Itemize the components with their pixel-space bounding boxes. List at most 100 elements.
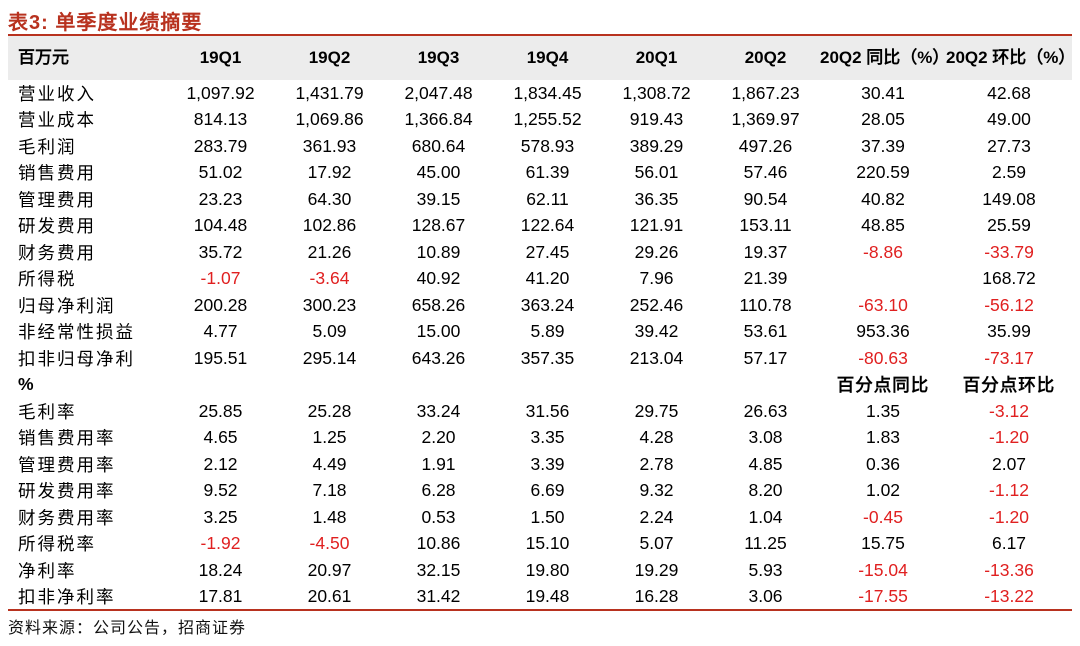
table-cell: 4.65 bbox=[203, 427, 238, 448]
table-cell: 1.04 bbox=[748, 506, 783, 527]
table-row: 扣非净利率 17.81 20.61 31.42 19.48 16.28 3.06 -17.55… bbox=[8, 583, 1072, 611]
table-cell: 1.83 bbox=[865, 427, 901, 448]
table-cell: 497.26 bbox=[738, 135, 793, 156]
table-cell: 300.23 bbox=[302, 294, 357, 315]
table-cell: 16.28 bbox=[602, 583, 711, 611]
table-cell: 29.26 bbox=[634, 241, 679, 262]
table-cell: 10.89 bbox=[416, 241, 461, 262]
table-cell: 4.77 bbox=[203, 321, 238, 342]
table-cell: 102.86 bbox=[302, 215, 357, 236]
table-row: 研发费用 104.48 102.86 128.67 122.64 121.91 153.11… bbox=[8, 213, 1072, 240]
table-cell: 19.80 bbox=[525, 559, 570, 580]
row-label: 毛利率 bbox=[18, 401, 77, 422]
table-cell: 1,867.23 bbox=[731, 82, 800, 103]
table-cell: 19.48 bbox=[493, 583, 602, 611]
header-cell-19q2: 19Q2 bbox=[275, 36, 384, 80]
table-cell: 21.26 bbox=[307, 241, 352, 262]
title-rule bbox=[8, 34, 1072, 36]
table-cell: 1,366.84 bbox=[404, 109, 473, 130]
row-label: 净利率 bbox=[18, 560, 77, 581]
row-label: 管理费用率 bbox=[18, 454, 116, 475]
table-cell: 57.46 bbox=[743, 162, 788, 183]
row-label: 管理费用 bbox=[18, 189, 96, 210]
table-cell: 1,369.97 bbox=[731, 109, 800, 130]
header-row: 百万元 19Q1 19Q2 19Q3 19Q4 20Q1 20Q2 20Q2 同… bbox=[8, 36, 1075, 80]
table-row: 管理费用 23.23 64.30 39.15 62.11 36.35 90.54 40.82 1… bbox=[8, 186, 1072, 213]
table-cell: 37.39 bbox=[861, 135, 905, 156]
table-cell: 17.81 bbox=[166, 583, 275, 611]
table-cell: 48.85 bbox=[861, 215, 905, 236]
table-cell: -17.55 bbox=[820, 583, 946, 611]
table-cell: 2.24 bbox=[639, 506, 674, 527]
table-cell: 56.01 bbox=[634, 162, 679, 183]
table-cell: 1.50 bbox=[530, 506, 565, 527]
row-label: 销售费用 bbox=[18, 163, 96, 184]
row-label: 研发费用 bbox=[18, 216, 96, 237]
table-cell: 20.61 bbox=[275, 583, 384, 611]
row-label: % bbox=[18, 374, 36, 395]
table-cell: 7.18 bbox=[312, 480, 347, 501]
table-row: 财务费用 35.72 21.26 10.89 27.45 29.26 19.37 -8.86 -… bbox=[8, 239, 1072, 266]
header-cell-yoy: 20Q2 同比（%） bbox=[820, 36, 949, 80]
table-cell: -56.12 bbox=[984, 294, 1034, 315]
table-cell: 7.96 bbox=[639, 268, 674, 289]
table-cell: -8.86 bbox=[863, 241, 903, 262]
table-cell: 2.59 bbox=[991, 162, 1027, 183]
table-cell: 953.36 bbox=[856, 321, 910, 342]
table-cell: 42.68 bbox=[987, 82, 1031, 103]
table-cell: 57.17 bbox=[743, 347, 788, 368]
table-cell: 15.10 bbox=[525, 533, 570, 554]
table-cell: 39.15 bbox=[416, 188, 461, 209]
table-row: 所得税 -1.07 -3.64 40.92 41.20 7.96 21.39 168.72 bbox=[8, 266, 1072, 293]
table-cell: 643.26 bbox=[411, 347, 466, 368]
table-cell: -33.79 bbox=[984, 241, 1034, 262]
table-cell: 8.20 bbox=[748, 480, 783, 501]
source-note: 资料来源：公司公告，招商证券 bbox=[8, 620, 247, 637]
table-cell: 11.25 bbox=[744, 533, 787, 554]
table-cell: -3.64 bbox=[309, 268, 350, 289]
table-cell: 5.89 bbox=[530, 321, 565, 342]
table-cell: 4.85 bbox=[748, 453, 783, 474]
table-row: 销售费用 51.02 17.92 45.00 61.39 56.01 57.46 220.59… bbox=[8, 160, 1072, 187]
header-cell-20q2: 20Q2 bbox=[711, 36, 820, 80]
table-row: 营业收入 1,097.92 1,431.79 2,047.48 1,834.45 1,30… bbox=[8, 80, 1072, 107]
table-cell: 1.91 bbox=[421, 453, 456, 474]
table-cell: 31.42 bbox=[384, 583, 493, 611]
table-cell: -1.92 bbox=[200, 533, 241, 554]
table-cell: 18.24 bbox=[198, 559, 243, 580]
row-label: 研发费用率 bbox=[18, 481, 116, 502]
table-cell: 1,308.72 bbox=[622, 82, 691, 103]
table-cell bbox=[820, 266, 946, 293]
table-cell: -1.20 bbox=[989, 427, 1029, 448]
table-cell bbox=[493, 372, 602, 399]
table-cell: 31.56 bbox=[525, 400, 570, 421]
table-cell: -4.50 bbox=[309, 533, 350, 554]
table-cell: 149.08 bbox=[982, 188, 1036, 209]
table-cell: -73.17 bbox=[984, 347, 1034, 368]
table-cell: 40.92 bbox=[416, 268, 461, 289]
table-cell: 19.29 bbox=[634, 559, 679, 580]
table-cell: 1.25 bbox=[312, 427, 347, 448]
table-cell: 110.78 bbox=[739, 294, 792, 315]
table-cell: 20.97 bbox=[307, 559, 352, 580]
table-cell: 4.28 bbox=[639, 427, 674, 448]
table-cell: 3.35 bbox=[530, 427, 565, 448]
table-cell: 389.29 bbox=[629, 135, 684, 156]
table-cell bbox=[166, 372, 275, 399]
row-label: 销售费用率 bbox=[18, 428, 116, 449]
table-cell: 百分点同比 bbox=[836, 375, 930, 396]
table-cell: 30.41 bbox=[861, 82, 905, 103]
table-cell: 121.91 bbox=[629, 215, 684, 236]
row-label: 营业成本 bbox=[18, 110, 96, 131]
table-cell: 10.86 bbox=[416, 533, 461, 554]
table-row: 扣非归母净利 195.51 295.14 643.26 357.35 213.04 57.1… bbox=[8, 345, 1072, 372]
table-cell: 1,834.45 bbox=[513, 82, 582, 103]
table-cell: 23.23 bbox=[198, 188, 243, 209]
table-cell: -13.22 bbox=[946, 583, 1072, 611]
table-cell: 122.64 bbox=[520, 215, 575, 236]
table-cell: 6.28 bbox=[421, 480, 456, 501]
table-cell: 0.36 bbox=[865, 453, 901, 474]
row-label: 扣非归母净利 bbox=[18, 348, 135, 369]
table-cell: 2.78 bbox=[639, 453, 674, 474]
table-cell: 53.61 bbox=[743, 321, 788, 342]
